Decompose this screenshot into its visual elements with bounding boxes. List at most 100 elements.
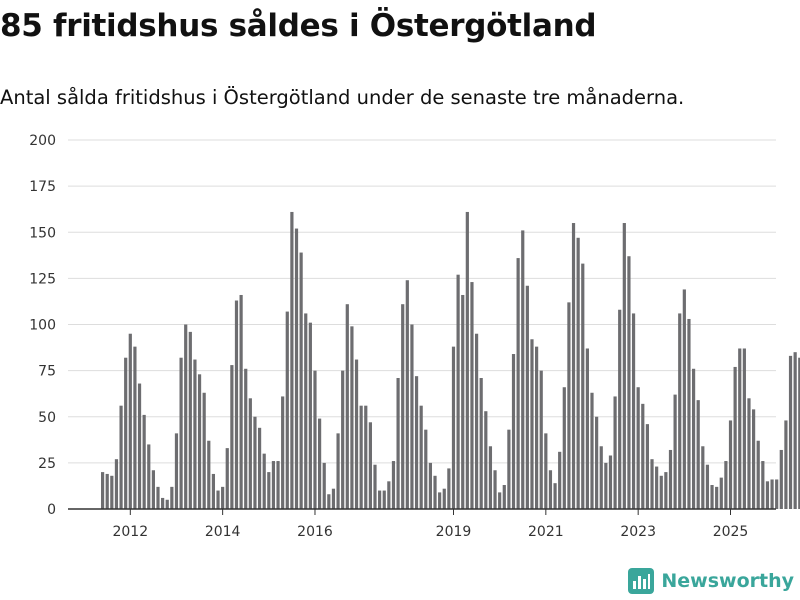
bar	[484, 411, 488, 509]
bar	[488, 446, 493, 509]
bar	[207, 440, 211, 509]
bar	[507, 429, 511, 509]
bar	[359, 405, 363, 509]
bar	[174, 433, 179, 509]
bar	[322, 462, 326, 510]
bar	[691, 368, 696, 509]
bar	[170, 486, 174, 509]
bar	[345, 304, 349, 509]
bar	[433, 475, 437, 509]
bar	[756, 440, 760, 509]
x-axis-ticks: 2012 2014 2016 2019 2021 2023 2025	[112, 509, 748, 540]
x-tick-label: 2014	[205, 524, 241, 540]
bar	[248, 398, 252, 509]
chart-subtitle: Antal sålda fritidshus i Östergötland un…	[0, 86, 685, 109]
y-tick-label: 100	[29, 318, 56, 334]
bar	[548, 470, 553, 509]
bar	[405, 280, 409, 509]
bar	[599, 446, 603, 509]
bar	[221, 486, 225, 509]
bar	[188, 331, 192, 509]
bar	[225, 448, 229, 509]
bar	[391, 461, 396, 509]
bar	[257, 427, 262, 509]
bar	[724, 461, 728, 509]
y-tick-label: 200	[29, 133, 56, 149]
bar	[788, 355, 793, 509]
bar	[124, 357, 128, 509]
bar	[419, 405, 423, 509]
bar	[742, 348, 746, 509]
bar	[239, 294, 243, 509]
bar	[276, 461, 280, 509]
bar	[290, 211, 294, 509]
bar	[784, 420, 788, 509]
bar	[553, 483, 557, 509]
bar	[479, 378, 483, 509]
bar	[438, 492, 442, 509]
y-axis-ticks: 0 25 50 75 100 125 150 175 200	[29, 133, 56, 518]
bar	[585, 348, 589, 509]
y-tick-label: 25	[38, 456, 56, 472]
bar	[535, 346, 539, 509]
bar	[336, 433, 340, 509]
bar	[798, 357, 800, 509]
bar	[165, 499, 169, 509]
bar	[313, 370, 317, 510]
bar	[318, 418, 322, 509]
bar	[678, 313, 682, 509]
bar	[502, 485, 506, 509]
bar	[202, 392, 206, 509]
bar	[779, 449, 783, 509]
x-tick-label: 2012	[112, 524, 148, 540]
bar	[428, 462, 433, 510]
bar	[659, 475, 663, 509]
bar	[211, 473, 216, 509]
bar	[294, 228, 299, 509]
x-tick-label: 2023	[620, 524, 656, 540]
bar	[530, 339, 534, 509]
bar	[137, 383, 142, 509]
bars	[101, 211, 800, 510]
bar	[285, 311, 289, 509]
bar	[128, 333, 132, 509]
bar	[378, 490, 382, 509]
bar	[387, 481, 391, 509]
bar	[705, 464, 710, 509]
bar	[636, 387, 640, 509]
bar	[664, 472, 668, 509]
bar	[747, 398, 751, 509]
bar	[193, 359, 197, 509]
bar	[493, 470, 497, 509]
bar	[451, 346, 456, 509]
bar	[650, 459, 654, 509]
bar	[539, 370, 543, 510]
bar	[521, 230, 525, 509]
bar	[461, 294, 465, 509]
bar	[368, 422, 372, 509]
bar-chart-logo-icon	[628, 568, 655, 594]
bar	[682, 289, 686, 509]
bar	[645, 424, 650, 509]
bar	[267, 472, 271, 509]
bar	[396, 378, 400, 509]
bar	[525, 285, 529, 509]
bar	[627, 256, 631, 509]
bar	[350, 326, 354, 509]
bar	[216, 490, 220, 509]
bar	[197, 374, 202, 509]
bar	[147, 444, 151, 509]
bar	[179, 357, 183, 509]
bar	[442, 488, 446, 509]
bar	[765, 481, 770, 509]
x-tick-label: 2019	[436, 524, 472, 540]
bar	[608, 455, 613, 509]
bar	[733, 366, 737, 509]
bar	[327, 494, 331, 509]
bar	[738, 348, 742, 509]
bar	[331, 488, 336, 509]
bar	[364, 405, 368, 509]
bar	[613, 396, 617, 509]
bar	[567, 302, 571, 509]
